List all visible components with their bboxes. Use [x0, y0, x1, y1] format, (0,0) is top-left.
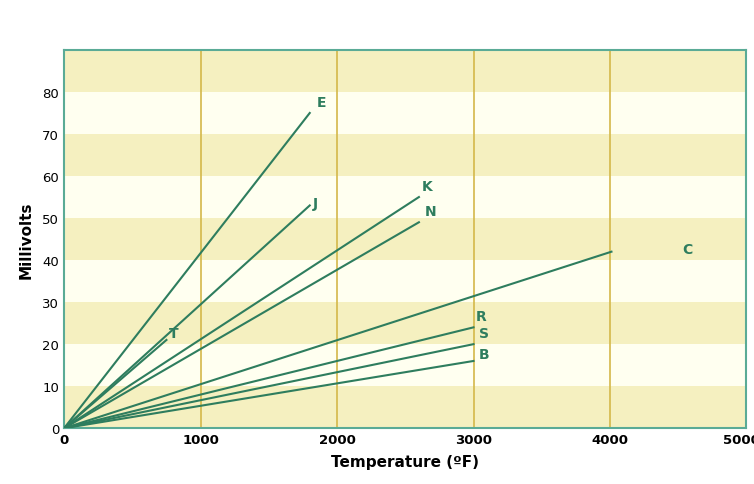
Bar [64, 386, 746, 428]
Text: E: E [317, 95, 326, 109]
Text: R: R [477, 309, 487, 323]
Text: N: N [425, 205, 436, 219]
Bar [64, 219, 746, 260]
Text: K: K [421, 180, 432, 194]
Y-axis label: Millivolts: Millivolts [19, 201, 34, 278]
Text: J: J [312, 196, 317, 210]
Text: Thermocouple Millivolts*/Temperature Curves: Thermocouple Millivolts*/Temperature Cur… [135, 16, 619, 35]
Text: C: C [682, 242, 693, 257]
Text: B: B [479, 347, 489, 361]
X-axis label: Temperature (ºF): Temperature (ºF) [331, 454, 480, 469]
Bar [64, 135, 746, 177]
Text: T: T [169, 326, 179, 340]
Bar [64, 51, 746, 93]
Text: S: S [479, 326, 489, 340]
Bar [64, 302, 746, 345]
